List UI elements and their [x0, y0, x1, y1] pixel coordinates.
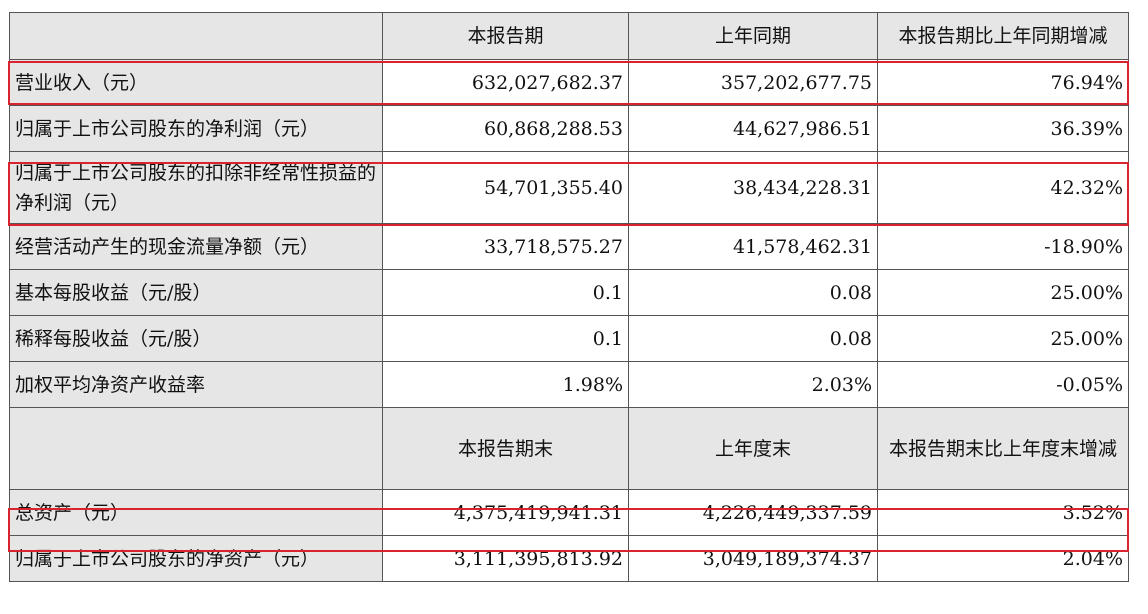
- header-period-change: 本报告期比上年同期增减: [877, 12, 1129, 60]
- change-value: -18.90%: [877, 223, 1129, 270]
- current-value: 632,027,682.37: [382, 59, 629, 106]
- current-value: 4,375,419,941.31: [382, 489, 629, 536]
- current-value: 0.1: [382, 269, 629, 316]
- header-period-end-change: 本报告期末比上年度末增减: [877, 407, 1129, 490]
- prior-value: 41,578,462.31: [628, 223, 878, 270]
- row-label: 归属于上市公司股东的净资产（元）: [9, 535, 383, 582]
- row-label: 基本每股收益（元/股）: [9, 269, 383, 316]
- current-value: 60,868,288.53: [382, 105, 629, 152]
- header-current-period-end: 本报告期末: [382, 407, 629, 490]
- change-value: 3.52%: [877, 489, 1129, 536]
- row-label: 营业收入（元）: [9, 59, 383, 106]
- prior-value: 44,627,986.51: [628, 105, 878, 152]
- table-row: 总资产（元） 4,375,419,941.31 4,226,449,337.59…: [9, 489, 1129, 536]
- table-row: 稀释每股收益（元/股） 0.1 0.08 25.00%: [9, 315, 1129, 362]
- table-row: 基本每股收益（元/股） 0.1 0.08 25.00%: [9, 269, 1129, 316]
- current-value: 0.1: [382, 315, 629, 362]
- row-label: 归属于上市公司股东的净利润（元）: [9, 105, 383, 152]
- header-prior-year-end: 上年度末: [628, 407, 878, 490]
- change-value: 25.00%: [877, 315, 1129, 362]
- row-label: 归属于上市公司股东的扣除非经常性损益的净利润（元）: [9, 151, 383, 224]
- header-prior-period: 上年同期: [628, 12, 878, 60]
- change-value: 25.00%: [877, 269, 1129, 316]
- change-value: -0.05%: [877, 361, 1129, 408]
- row-label: 稀释每股收益（元/股）: [9, 315, 383, 362]
- current-value: 33,718,575.27: [382, 223, 629, 270]
- change-value: 2.04%: [877, 535, 1129, 582]
- prior-value: 357,202,677.75: [628, 59, 878, 106]
- prior-value: 0.08: [628, 269, 878, 316]
- table-row: 归属于上市公司股东的扣除非经常性损益的净利润（元） 54,701,355.40 …: [9, 151, 1129, 224]
- change-value: 42.32%: [877, 151, 1129, 224]
- header-blank-cell: [9, 12, 383, 60]
- change-value: 36.39%: [877, 105, 1129, 152]
- prior-value: 0.08: [628, 315, 878, 362]
- header-current-period: 本报告期: [382, 12, 629, 60]
- header-row-period-end: 本报告期末 上年度末 本报告期末比上年度末增减: [9, 407, 1129, 490]
- financial-summary-table: 本报告期 上年同期 本报告期比上年同期增减 营业收入（元） 632,027,68…: [9, 12, 1129, 582]
- row-label: 经营活动产生的现金流量净额（元）: [9, 223, 383, 270]
- table-row: 经营活动产生的现金流量净额（元） 33,718,575.27 41,578,46…: [9, 223, 1129, 270]
- current-value: 3,111,395,813.92: [382, 535, 629, 582]
- header-row-period: 本报告期 上年同期 本报告期比上年同期增减: [9, 12, 1129, 60]
- prior-value: 4,226,449,337.59: [628, 489, 878, 536]
- header-blank-cell: [9, 407, 383, 490]
- prior-value: 38,434,228.31: [628, 151, 878, 224]
- row-label: 总资产（元）: [9, 489, 383, 536]
- change-value: 76.94%: [877, 59, 1129, 106]
- current-value: 1.98%: [382, 361, 629, 408]
- row-label: 加权平均净资产收益率: [9, 361, 383, 408]
- prior-value: 3,049,189,374.37: [628, 535, 878, 582]
- table-row: 归属于上市公司股东的净利润（元） 60,868,288.53 44,627,98…: [9, 105, 1129, 152]
- table-row: 归属于上市公司股东的净资产（元） 3,111,395,813.92 3,049,…: [9, 535, 1129, 582]
- current-value: 54,701,355.40: [382, 151, 629, 224]
- prior-value: 2.03%: [628, 361, 878, 408]
- table-row: 加权平均净资产收益率 1.98% 2.03% -0.05%: [9, 361, 1129, 408]
- table-row: 营业收入（元） 632,027,682.37 357,202,677.75 76…: [9, 59, 1129, 106]
